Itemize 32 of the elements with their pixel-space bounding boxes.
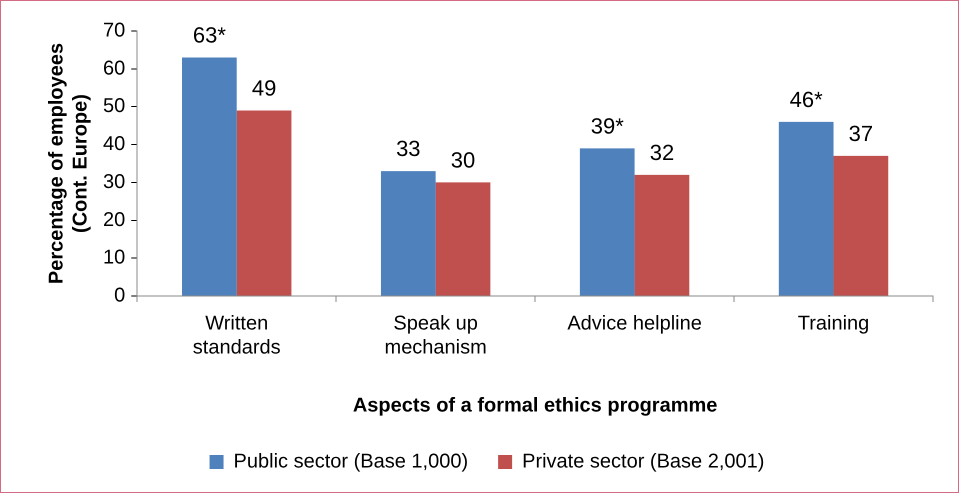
legend-label: Private sector (Base 2,001) — [522, 450, 764, 473]
bar — [182, 58, 237, 296]
y-axis-title: Percentage of employees (Cont. Europe) — [46, 42, 92, 284]
x-tick-label: Advice helpline — [567, 312, 702, 335]
legend-label: Public sector (Base 1,000) — [234, 450, 468, 473]
x-tick-label: Written standards — [192, 312, 281, 359]
data-label: 39* — [590, 113, 624, 138]
y-tick-label: 30 — [102, 170, 126, 193]
x-tick-label: Speak up mechanism — [384, 312, 487, 359]
data-label: 33 — [396, 136, 421, 162]
y-tick-label: 0 — [114, 284, 126, 307]
data-label: 63* — [192, 22, 226, 48]
bar — [236, 110, 292, 296]
x-tick-label: Training — [798, 312, 870, 335]
y-tick-label: 50 — [102, 95, 126, 118]
bar — [436, 182, 490, 296]
y-tick-label: 60 — [102, 57, 126, 80]
y-tick-label: 20 — [102, 208, 126, 231]
x-axis-title: Aspects of a formal ethics programme — [352, 394, 718, 417]
y-tick-label: 70 — [102, 20, 126, 42]
bar — [634, 174, 690, 296]
y-tick-label: 40 — [102, 133, 126, 156]
data-label: 30 — [450, 147, 476, 172]
y-tick-label: 10 — [102, 246, 126, 269]
data-label: 49 — [252, 76, 276, 101]
data-label: 46* — [790, 86, 824, 112]
bar — [834, 156, 888, 296]
bar — [778, 122, 834, 296]
bar — [580, 148, 635, 296]
data-label: 37 — [848, 120, 874, 146]
bar — [380, 171, 436, 296]
data-label: 32 — [650, 140, 674, 165]
